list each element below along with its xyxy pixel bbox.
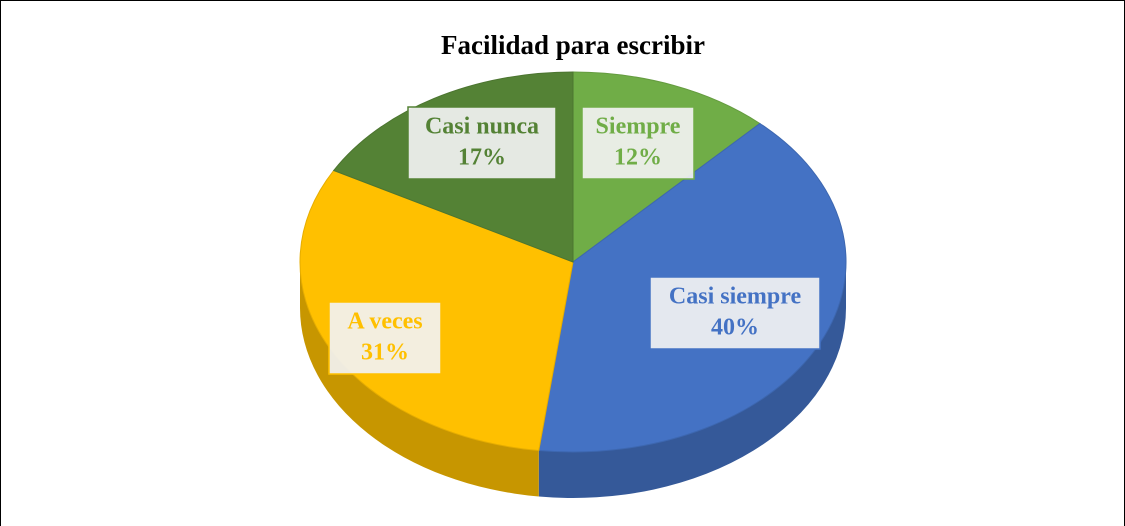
data-label-value: 40% xyxy=(711,315,759,341)
label-box xyxy=(407,106,557,180)
data-label-value: 31% xyxy=(361,340,409,366)
data-label-name: Casi nunca xyxy=(425,114,539,140)
slice-side xyxy=(300,262,539,497)
label-box xyxy=(581,106,695,180)
data-label-name: Siempre xyxy=(596,114,681,140)
label-box xyxy=(328,301,442,375)
data-label-name: A veces xyxy=(347,309,422,335)
slice-side xyxy=(538,262,846,498)
label-box xyxy=(649,276,821,350)
data-label-name: Casi siempre xyxy=(669,284,802,310)
data-label-value: 12% xyxy=(614,145,662,171)
chart-title: Facilidad para escribir xyxy=(441,30,705,60)
data-label-value: 17% xyxy=(458,145,506,171)
